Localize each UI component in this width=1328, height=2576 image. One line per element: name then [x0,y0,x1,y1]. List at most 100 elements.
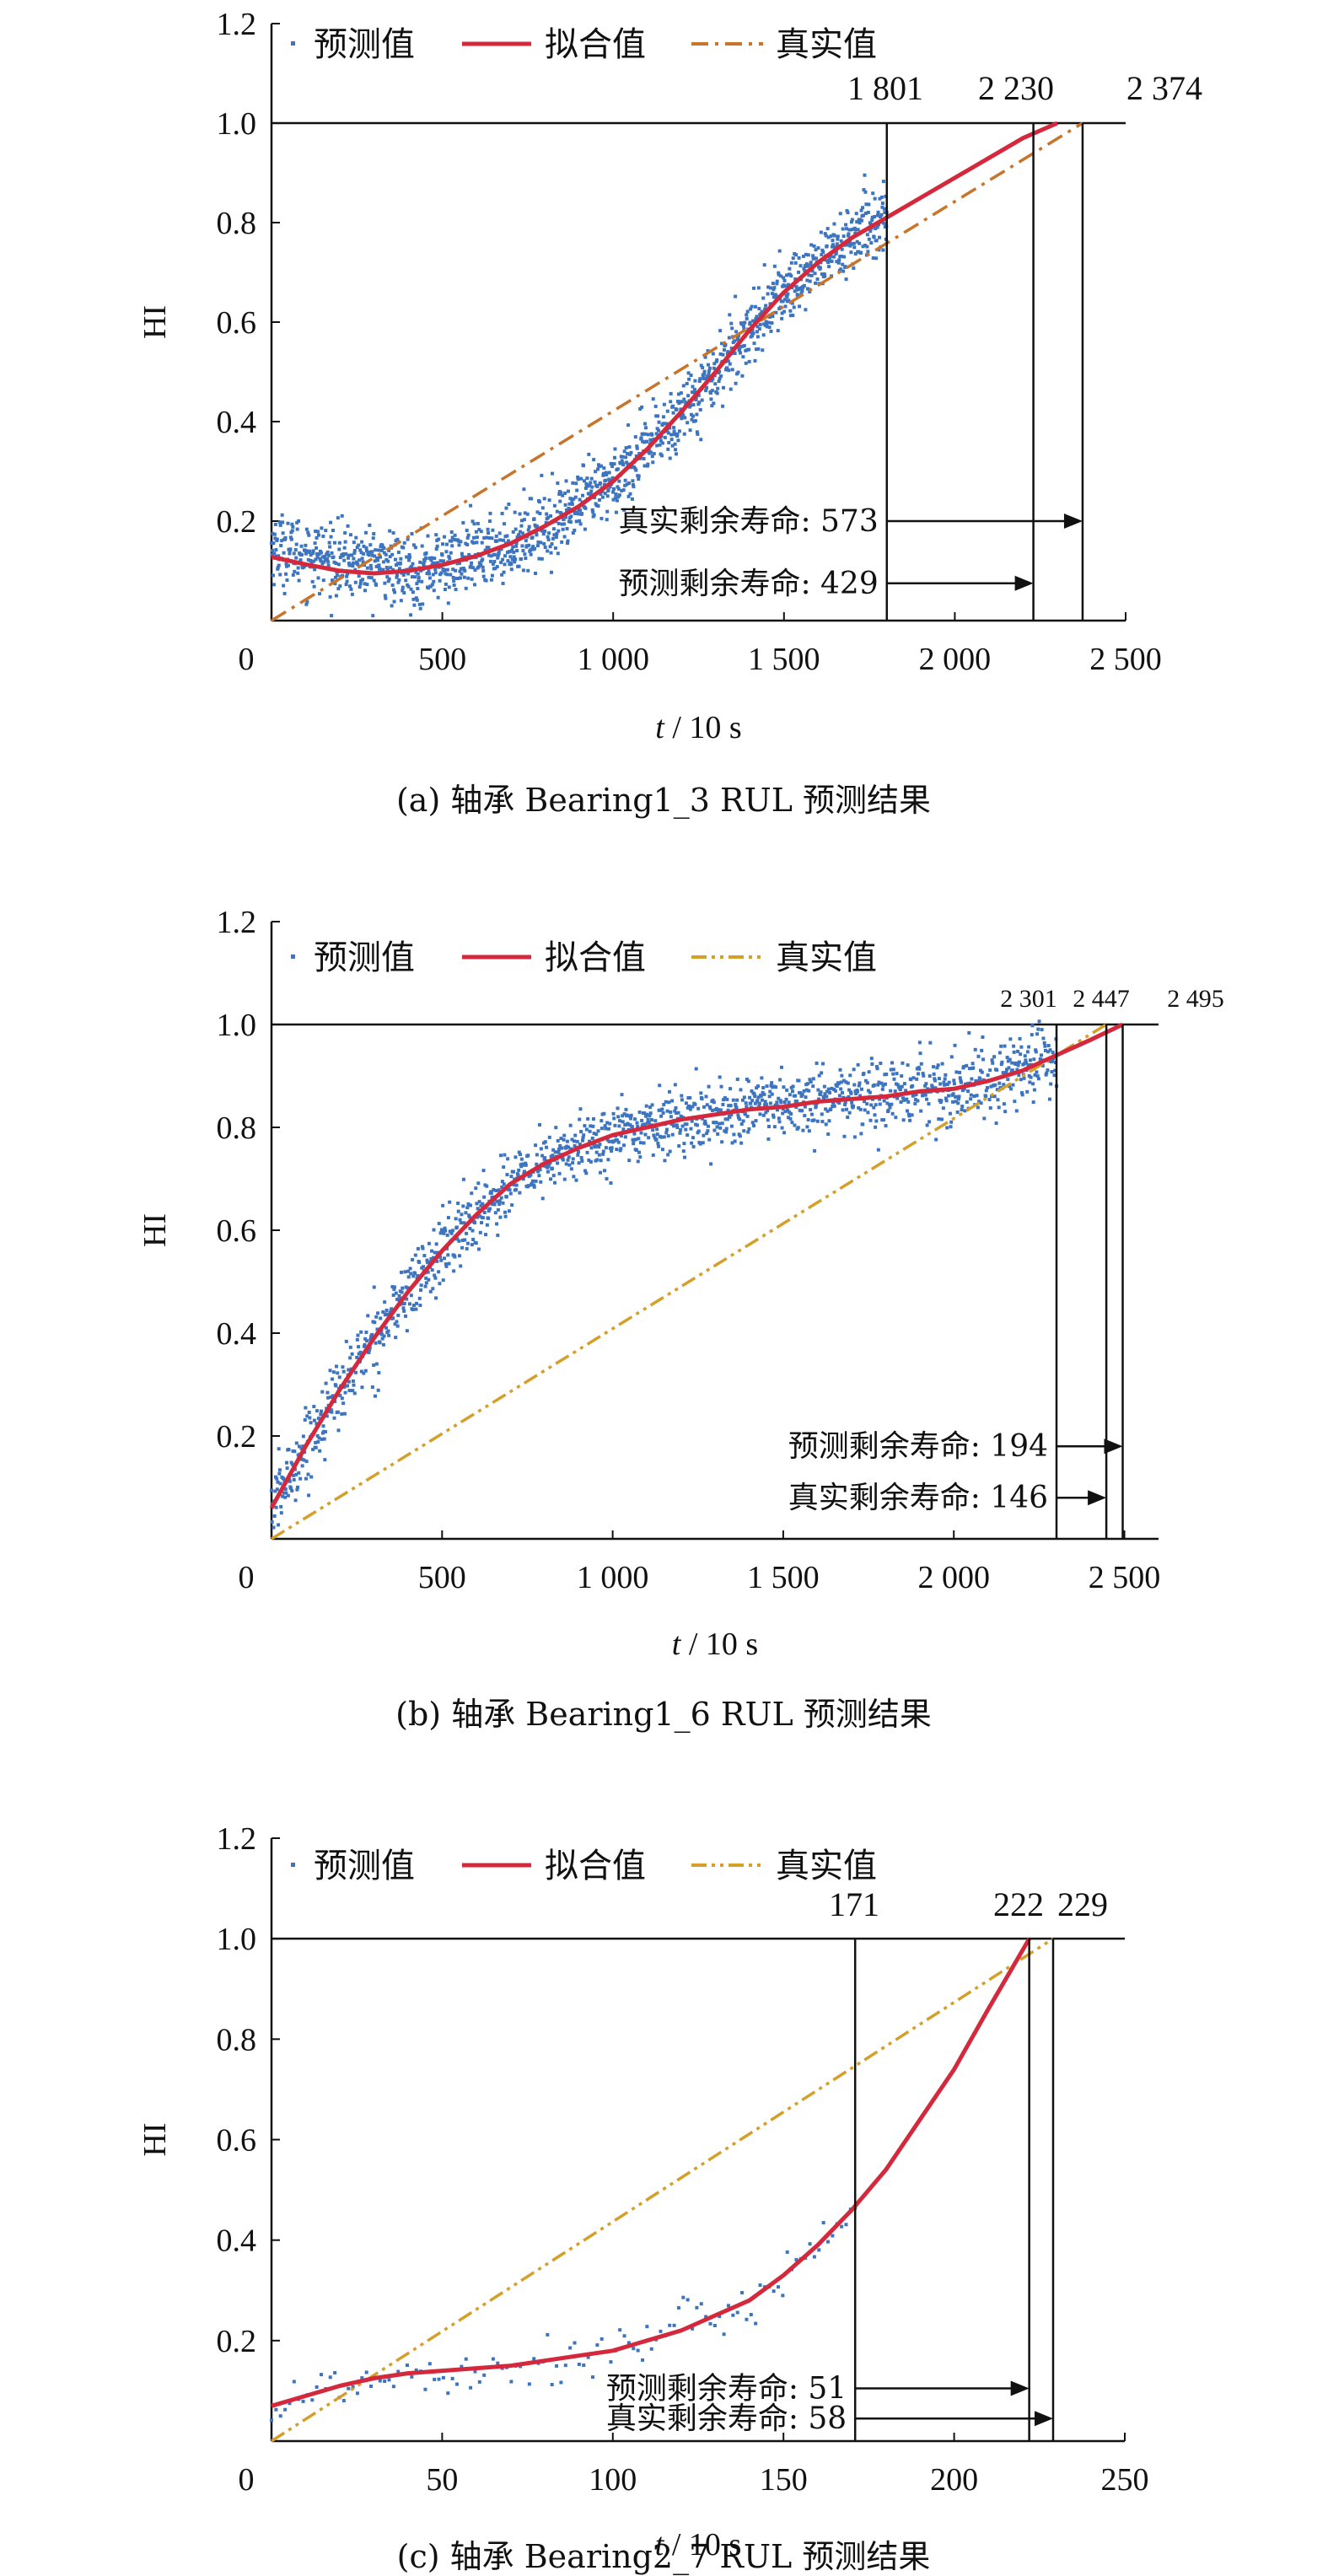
scatter-point [774,310,778,315]
scatter-point [380,1336,384,1341]
scatter-point [770,321,774,325]
scatter-point [736,336,740,341]
scatter-point [695,2305,699,2310]
scatter-point [712,1128,717,1132]
scatter-point [1003,1110,1008,1114]
scatter-point [792,305,796,309]
scatter-point [1046,1044,1051,1048]
scatter-point [607,471,611,475]
scatter-point [583,486,588,490]
scatter-point [798,264,803,268]
x-tick-label: 150 [760,2462,808,2498]
scatter-point [277,520,282,524]
scatter-point [352,1391,357,1396]
scatter-point [722,2332,726,2337]
scatter-point [749,1101,753,1105]
scatter-point [794,253,798,257]
scatter-point [352,1383,356,1387]
scatter-point [859,1087,863,1091]
scatter-point [499,1154,503,1158]
scatter-point [661,415,665,419]
scatter-point [362,1371,366,1375]
scatter-point [584,481,589,486]
scatter-point [747,1127,751,1131]
scatter-point [634,1148,638,1152]
scatter-point [593,480,597,484]
legend-label-true: 真实值 [776,938,877,977]
scatter-point [584,1171,589,1175]
scatter-point [420,579,424,583]
scatter-point [650,454,654,459]
scatter-point [601,471,605,476]
scatter-point [460,2364,464,2369]
scatter-point [587,1159,591,1163]
scatter-point [341,1369,346,1374]
scatter-point [724,1130,729,1134]
scatter-point [653,1119,658,1123]
scatter-point [599,1127,604,1131]
scatter-point [686,394,691,398]
scatter-point [315,535,319,540]
scatter-point [916,1099,920,1103]
rul-annotation: 真实剩余寿命: 58 [606,2401,847,2436]
scatter-point [311,1447,315,1451]
scatter-point [787,1116,791,1120]
scatter-point [791,314,795,318]
scatter-point [833,245,837,249]
scatter-point [858,1094,863,1098]
scatter-point [952,1078,956,1083]
scatter-point [844,277,848,282]
scatter-point [840,255,844,259]
scatter-point [748,1095,752,1100]
scatter-point [675,407,679,411]
scatter-point [679,391,683,395]
scatter-point [283,1487,288,1492]
scatter-point [1028,1080,1032,1084]
scatter-point [730,326,734,331]
scatter-point [979,1101,983,1105]
scatter-point [863,190,868,194]
scatter-point [623,478,627,482]
scatter-point [414,596,418,600]
scatter-point [702,372,707,376]
scatter-point [638,1141,642,1145]
scatter-point [534,571,538,575]
scatter-point [476,521,480,525]
scatter-point [416,572,420,576]
scatter-point [836,261,841,265]
marker-label: 2 301 [1000,985,1057,1013]
scatter-point [323,558,327,562]
scatter-point [438,559,443,563]
scatter-point [782,276,786,280]
scatter-point [277,554,281,558]
scatter-point [626,423,631,428]
scatter-point [951,1100,955,1104]
scatter-point [849,250,853,255]
y-tick-label: 0.2 [217,1419,257,1455]
scatter-point [782,309,787,314]
scatter-point [469,503,473,508]
scatter-point [991,1061,995,1065]
scatter-point [691,2326,695,2331]
scatter-point [572,1139,576,1143]
scatter-point [588,1129,592,1133]
scatter-point [333,2370,337,2374]
scatter-point [278,573,282,577]
scatter-point [416,586,420,590]
scatter-point [404,1314,408,1318]
scatter-point [1032,1088,1036,1092]
scatter-point [824,1107,828,1111]
scatter-point [867,1070,871,1074]
scatter-point [803,268,807,272]
scatter-point [503,562,507,567]
scatter-point [334,562,338,566]
scatter-point [484,1233,488,1237]
scatter-point [911,1084,915,1088]
scatter-point [802,266,806,271]
scatter-point [523,511,527,515]
scatter-point [667,1100,671,1105]
scatter-point [967,1067,971,1071]
scatter-point [567,1155,571,1159]
scatter-point [819,230,823,234]
scatter-point [1014,1061,1019,1065]
